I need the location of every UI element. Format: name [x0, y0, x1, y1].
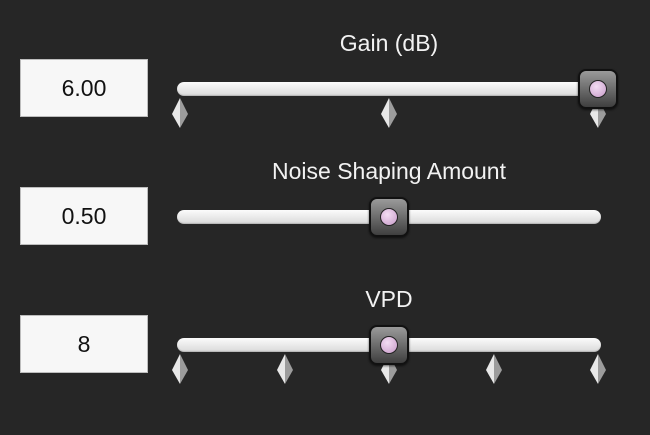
vpd-slider-thumb[interactable] — [369, 325, 409, 365]
noise-shaping-slider-thumb[interactable] — [369, 197, 409, 237]
gain-slider-track[interactable] — [177, 82, 601, 96]
param-gain: Gain (dB) 6.00 — [0, 20, 650, 148]
vpd-value-field[interactable]: 8 — [20, 315, 148, 373]
vpd-thumb-dot-icon — [380, 336, 398, 354]
noise-shaping-value-field[interactable]: 0.50 — [20, 187, 148, 245]
gain-label: Gain (dB) — [339, 30, 439, 56]
param-noise-shaping: Noise Shaping Amount 0.50 — [0, 148, 650, 276]
gain-value-field[interactable]: 6.00 — [20, 59, 148, 117]
param-vpd: VPD 8 — [0, 276, 650, 404]
gain-slider-thumb[interactable] — [578, 69, 618, 109]
gain-thumb-dot-icon — [589, 80, 607, 98]
vpd-label: VPD — [365, 286, 413, 312]
noise-shaping-thumb-dot-icon — [380, 208, 398, 226]
noise-shaping-label: Noise Shaping Amount — [272, 158, 506, 184]
